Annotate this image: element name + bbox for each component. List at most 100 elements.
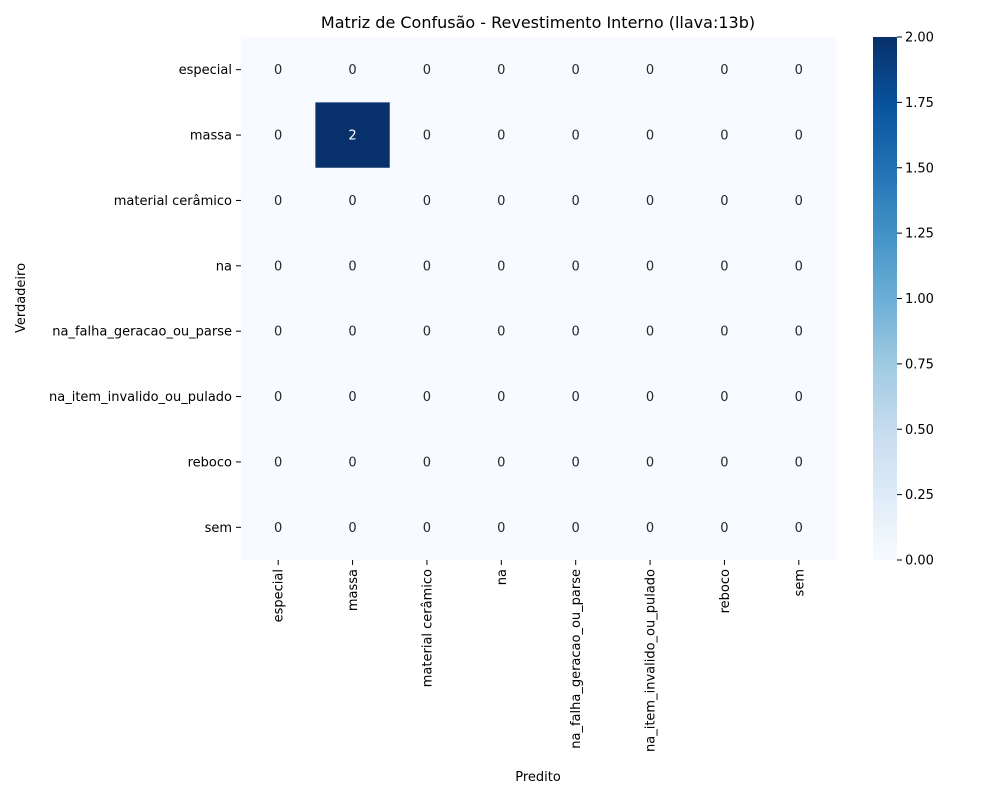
heatmap-cell: [241, 233, 316, 299]
heatmap-cell: [687, 494, 763, 561]
y-tick-label: massa: [190, 129, 232, 144]
heatmap-cell: [761, 167, 837, 234]
heatmap-cell: [687, 298, 763, 365]
heatmap-cell: [538, 37, 614, 103]
cell-value-label: 0: [795, 455, 803, 470]
cell-value-label: 0: [572, 455, 580, 470]
heatmap-cell: [761, 298, 837, 365]
heatmap-cell: [464, 494, 539, 561]
cell-value-label: 0: [795, 194, 803, 209]
heatmap-cell: [538, 102, 614, 169]
cell-value-label: 0: [274, 455, 282, 470]
cell-value-label: 0: [720, 521, 728, 536]
heatmap-cell: [464, 102, 539, 169]
cell-value-label: 0: [795, 129, 803, 144]
x-tick-label: material cerâmico: [420, 569, 435, 687]
heatmap-cell: [389, 429, 465, 496]
cell-value-label: 0: [572, 194, 580, 209]
cell-value-label: 0: [646, 390, 654, 405]
colorbar: 0.00 0.25 0.50 0.75 1.00 1.25 1.50 1.75 2.00: [873, 31, 934, 569]
cell-value-label: 0: [348, 390, 356, 405]
x-tick-label: na_falha_geracao_ou_parse: [569, 569, 584, 749]
heatmap-cell: [389, 298, 465, 365]
heatmap-cell: [241, 102, 316, 169]
heatmap-cell: [315, 494, 391, 561]
colorbar-tick-label: 0.50: [905, 423, 934, 438]
heatmap-cell: [612, 298, 688, 365]
heatmap-cell: [538, 167, 614, 234]
colorbar-tick-label: 0.25: [905, 488, 934, 503]
cell-value-label: 0: [646, 455, 654, 470]
cell-value-label: 0: [572, 521, 580, 536]
heatmap-cell: [315, 429, 391, 496]
heatmap-cell: [687, 167, 763, 234]
heatmap-cell: [761, 102, 837, 169]
cell-value-label: 0: [720, 129, 728, 144]
heatmap-cell: [389, 233, 465, 299]
cell-value-label: 0: [274, 63, 282, 78]
x-tick-label: na: [495, 569, 510, 585]
cell-value-label: 0: [572, 63, 580, 78]
heatmap-cell: [241, 429, 316, 496]
colorbar-ticks: 0.00 0.25 0.50 0.75 1.00 1.25 1.50 1.75 2.00: [897, 31, 934, 569]
cell-value-label: 0: [720, 194, 728, 209]
heatmap-cell: [612, 102, 688, 169]
heatmap-cell: [464, 298, 539, 365]
heatmap-cell: [315, 167, 391, 234]
colorbar-tick-label: 2.00: [905, 31, 934, 46]
colorbar-gradient: [873, 37, 897, 560]
cell-value-label: 0: [795, 521, 803, 536]
heatmap-cell: [538, 363, 614, 430]
cell-value-label: 0: [720, 259, 728, 274]
y-tick-label: na_falha_geracao_ou_parse: [52, 325, 232, 340]
heatmap-cell: [241, 167, 316, 234]
heatmap-cell: [687, 429, 763, 496]
cell-value-label: 0: [348, 259, 356, 274]
cell-value-label: 0: [274, 194, 282, 209]
cell-value-label: 0: [795, 63, 803, 78]
heatmap-cell: [241, 298, 316, 365]
heatmap-cell: [315, 363, 391, 430]
heatmap-cell: [687, 102, 763, 169]
heatmap-cell: [538, 494, 614, 561]
cell-value-label: 0: [274, 521, 282, 536]
heatmap-cell: [761, 429, 837, 496]
cell-value-label: 0: [572, 259, 580, 274]
heatmap-cell: [315, 298, 391, 365]
cell-value-label: 0: [795, 259, 803, 274]
cell-value-label: 0: [646, 325, 654, 340]
cell-value-label: 0: [348, 521, 356, 536]
cell-value-label: 0: [274, 129, 282, 144]
colorbar-tick-label: 1.50: [905, 161, 934, 176]
cell-value-label: 0: [274, 259, 282, 274]
cell-value-label: 0: [423, 455, 431, 470]
heatmap-cell: [464, 363, 539, 430]
chart-title: Matriz de Confusão - Revestimento Intern…: [321, 13, 755, 32]
cell-value-label: 0: [646, 521, 654, 536]
cell-value-label: 0: [423, 194, 431, 209]
heatmap-cell: [315, 102, 391, 169]
heatmap-cell: [464, 167, 539, 234]
heatmap-cell: [761, 494, 837, 561]
heatmap-cell: [389, 102, 465, 169]
heatmap-cell: [761, 37, 837, 103]
cell-value-label: 0: [795, 390, 803, 405]
y-tick-label: na: [216, 259, 232, 274]
cell-value-label: 0: [423, 390, 431, 405]
cell-value-label: 0: [497, 325, 505, 340]
y-tick-label: especial: [179, 63, 232, 78]
y-tick-label: reboco: [188, 455, 232, 470]
cell-value-label: 0: [423, 521, 431, 536]
cell-value-label: 0: [720, 325, 728, 340]
heatmap-cell: [612, 363, 688, 430]
heatmap-cell: [612, 233, 688, 299]
heatmap-cell: [389, 494, 465, 561]
heatmap-cell: [612, 167, 688, 234]
heatmap-cell: [464, 233, 539, 299]
heatmap-cell: [464, 429, 539, 496]
heatmap-cell: [464, 37, 539, 103]
cell-value-label: 0: [572, 129, 580, 144]
heatmap-cell: [687, 37, 763, 103]
heatmap-cell: [315, 233, 391, 299]
